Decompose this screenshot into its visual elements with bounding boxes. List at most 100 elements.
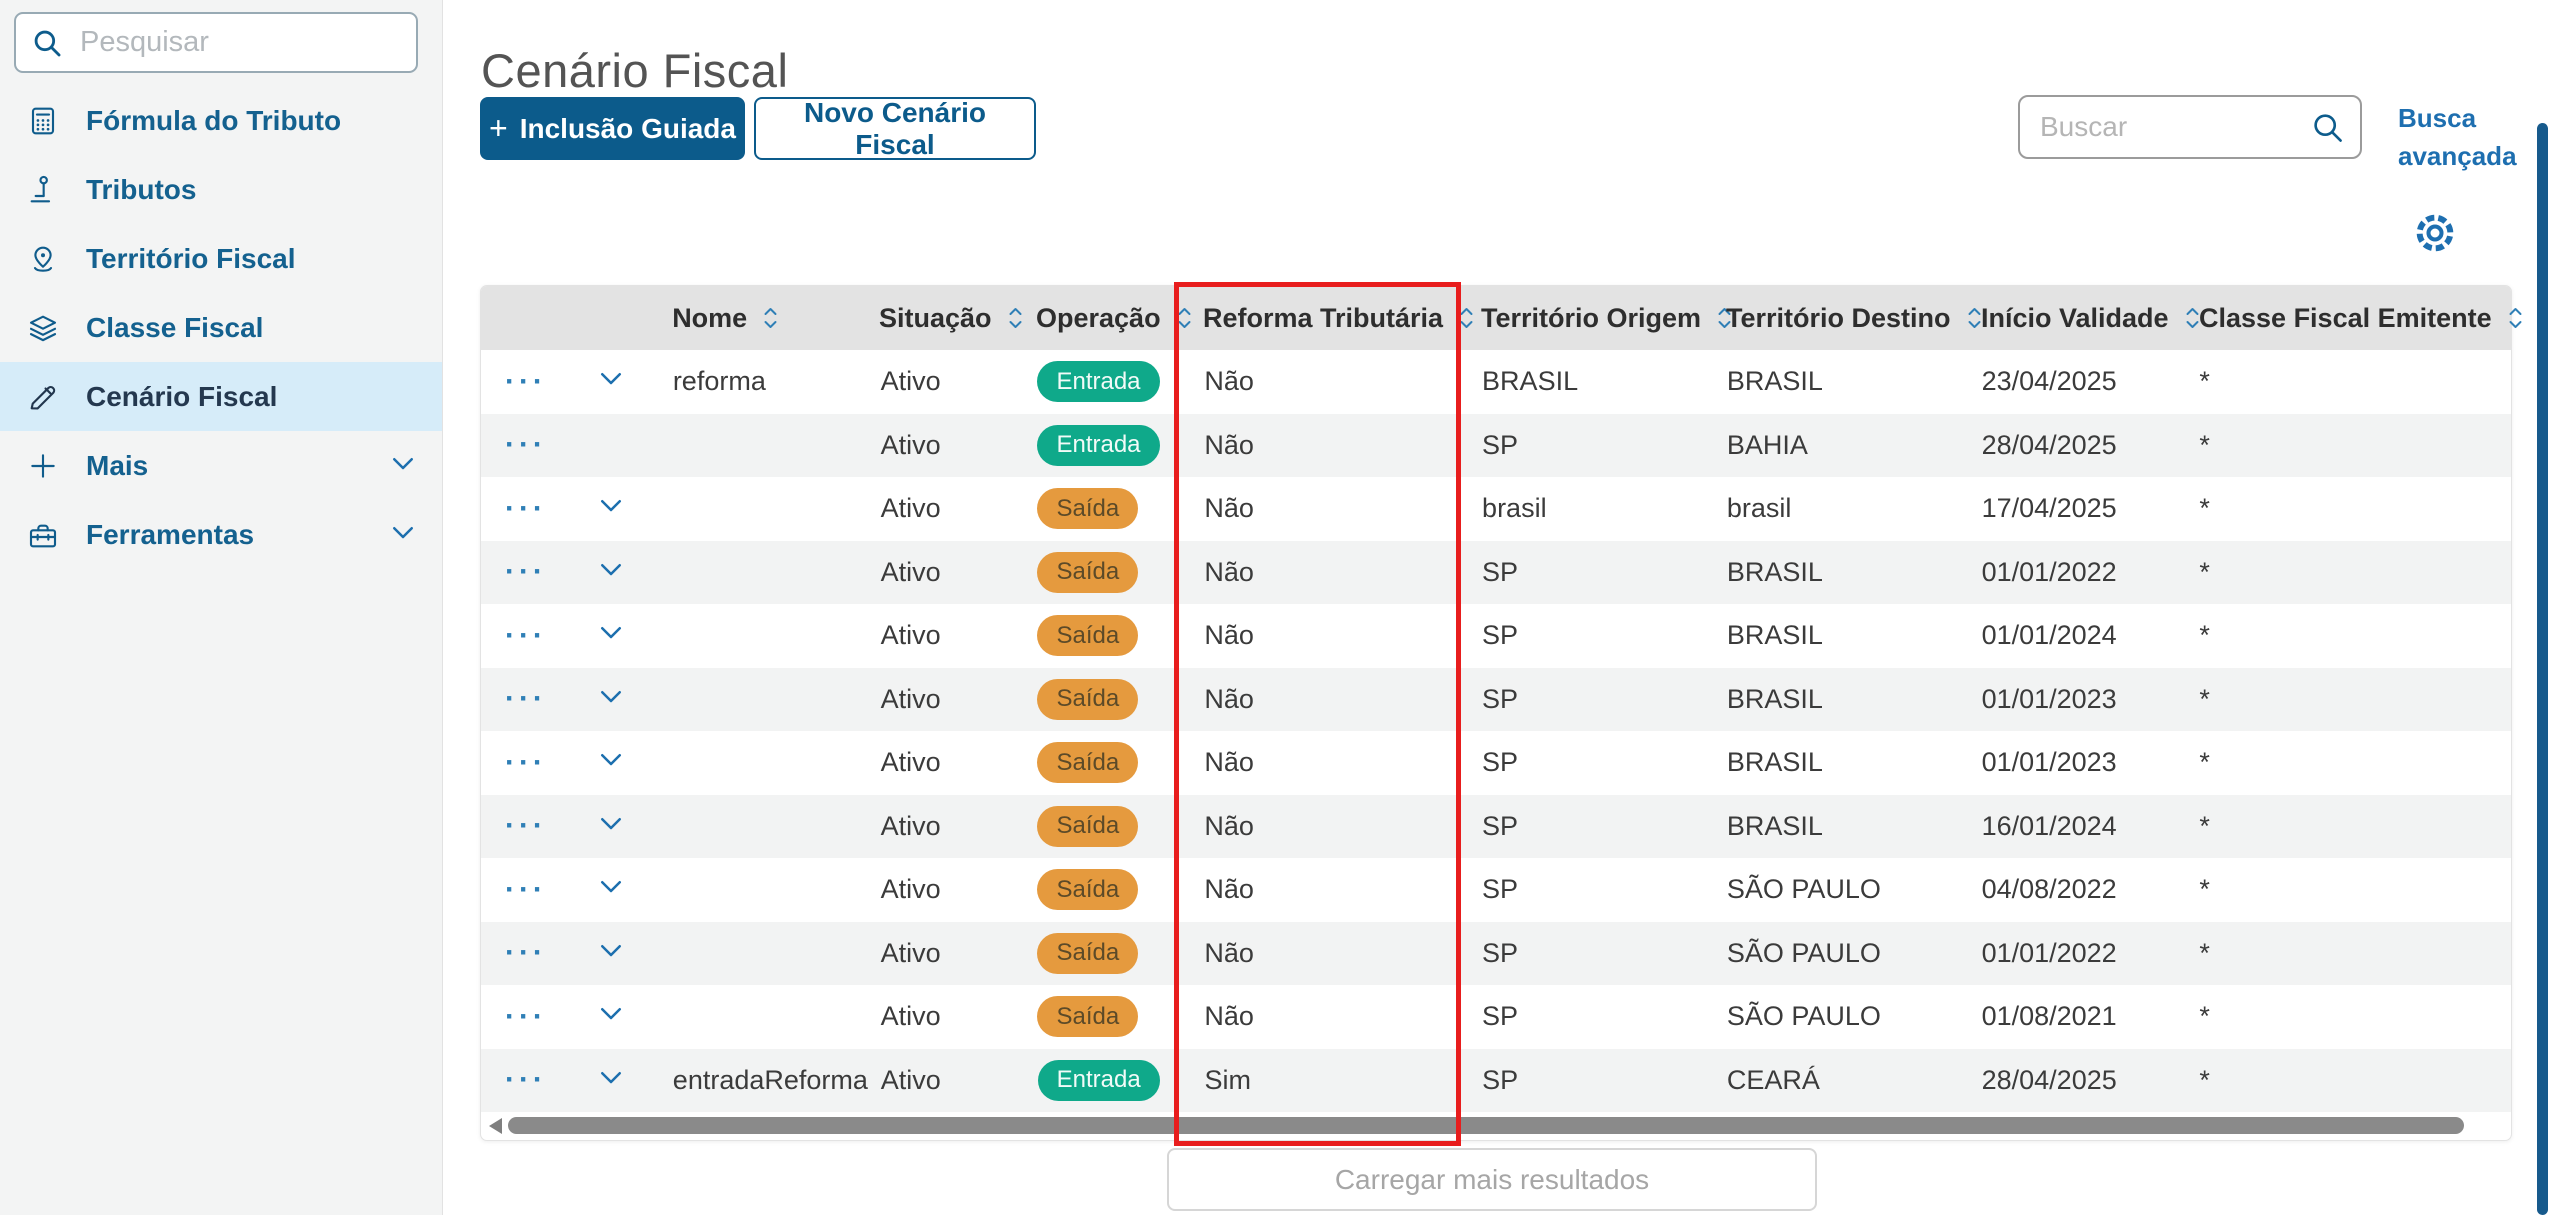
column-header-situacao[interactable]: Situação bbox=[857, 303, 1022, 334]
cell-operacao: Saída bbox=[1015, 742, 1174, 784]
cell-inicio-validade: 16/01/2024 bbox=[1981, 810, 2117, 841]
row-expand-button[interactable] bbox=[571, 617, 651, 654]
sort-icon[interactable] bbox=[1965, 304, 1984, 332]
sidebar-item-ferramentas[interactable]: Ferramentas bbox=[0, 500, 442, 569]
cell-territorio-destino: brasil bbox=[1726, 493, 1792, 524]
cell-operacao: Saída bbox=[1015, 488, 1174, 530]
table-row: ··· Ativo Saída Não SP SÃO PAULO 01/08/2021 * bbox=[481, 985, 2511, 1049]
row-expand-button[interactable] bbox=[571, 490, 651, 527]
sidebar-item-label: Ferramentas bbox=[86, 518, 255, 550]
sidebar-item-formula-do-tributo[interactable]: Fórmula do Tributo bbox=[0, 86, 442, 155]
busca-avancada-link[interactable]: Busca avançada bbox=[2398, 103, 2517, 171]
row-expand-button[interactable] bbox=[571, 554, 651, 591]
sort-icon[interactable] bbox=[2506, 304, 2525, 332]
column-header-inicio[interactable]: Início Validade bbox=[1959, 303, 2199, 334]
cell-situacao: Ativo bbox=[880, 874, 941, 905]
sidebar-item-mais[interactable]: Mais bbox=[0, 431, 442, 500]
table-row: ··· Ativo Saída Não SP BRASIL 16/01/2024 * bbox=[481, 794, 2511, 858]
sort-icon[interactable] bbox=[1006, 304, 1025, 332]
operacao-badge: Saída bbox=[1037, 996, 1139, 1038]
sidebar-search-box[interactable] bbox=[14, 12, 459, 73]
cell-reforma-tributaria: Não bbox=[1204, 874, 1254, 905]
cell-classe-fiscal-emitente: * bbox=[2199, 683, 2210, 714]
layers-icon bbox=[26, 311, 60, 345]
chevron-down-icon[interactable] bbox=[596, 1062, 626, 1099]
chevron-down-icon[interactable] bbox=[596, 490, 626, 527]
gear-icon[interactable] bbox=[2412, 210, 2458, 256]
cell-territorio-origem: SP bbox=[1482, 556, 1519, 587]
cell-reforma-tributaria: Não bbox=[1204, 366, 1254, 397]
sidebar-item-territorio-fiscal[interactable]: Território Fiscal bbox=[0, 224, 442, 293]
cell-classe-fiscal-emitente: * bbox=[2199, 810, 2210, 841]
chevron-down-icon[interactable] bbox=[596, 554, 626, 591]
cell-reforma-tributaria: Não bbox=[1204, 556, 1254, 587]
horizontal-scrollbar[interactable] bbox=[481, 1110, 2511, 1140]
table-row: ··· Ativo Saída Não SP SÃO PAULO 01/01/2022 * bbox=[481, 921, 2511, 985]
plus-icon bbox=[26, 449, 60, 483]
cell-situacao: Ativo bbox=[880, 366, 941, 397]
chevron-down-icon[interactable] bbox=[596, 617, 626, 654]
search-icon bbox=[34, 30, 61, 56]
cell-inicio-validade: 28/04/2025 bbox=[1981, 429, 2117, 460]
chevron-down-icon[interactable] bbox=[596, 744, 626, 781]
sidebar-item-classe-fiscal[interactable]: Classe Fiscal bbox=[0, 293, 442, 362]
cell-territorio-destino: BRASIL bbox=[1726, 620, 1823, 651]
sidebar-item-label: Classe Fiscal bbox=[86, 311, 264, 343]
sort-icon[interactable] bbox=[1175, 304, 1194, 332]
sidebar-item-cenario-fiscal[interactable]: Cenário Fiscal bbox=[0, 362, 442, 431]
sort-icon[interactable] bbox=[1715, 304, 1734, 332]
horizontal-scrollbar-thumb[interactable] bbox=[508, 1117, 2464, 1134]
cell-inicio-validade: 28/04/2025 bbox=[1981, 1064, 2117, 1095]
row-expand-button[interactable] bbox=[571, 1062, 651, 1099]
row-expand-button[interactable] bbox=[571, 935, 651, 972]
cell-situacao: Ativo bbox=[880, 937, 941, 968]
vertical-scrollbar[interactable] bbox=[2537, 123, 2548, 1215]
row-expand-button[interactable] bbox=[571, 998, 651, 1035]
row-expand-button[interactable] bbox=[571, 871, 651, 908]
column-header-nome[interactable]: Nome bbox=[650, 303, 857, 334]
sidebar-item-label: Mais bbox=[86, 449, 149, 481]
sidebar-search-input[interactable] bbox=[78, 25, 459, 60]
cell-situacao: Ativo bbox=[880, 1064, 941, 1095]
chevron-down-icon[interactable] bbox=[596, 681, 626, 718]
column-header-destino[interactable]: Território Destino bbox=[1704, 303, 1981, 334]
load-more-button[interactable]: Carregar mais resultados bbox=[1167, 1148, 1817, 1211]
toolbox-icon bbox=[26, 518, 60, 552]
column-label: Nome bbox=[672, 302, 748, 333]
operacao-badge: Saída bbox=[1037, 869, 1139, 911]
chevron-down-icon[interactable] bbox=[596, 871, 626, 908]
cell-operacao: Saída bbox=[1015, 551, 1174, 593]
column-header-origem[interactable]: Território Origem bbox=[1459, 303, 1731, 334]
cell-classe-fiscal-emitente: * bbox=[2199, 620, 2210, 651]
column-header-classe[interactable]: Classe Fiscal Emitente bbox=[2177, 303, 2522, 334]
table-row: ··· Ativo Saída Não SP BRASIL 01/01/2022 * bbox=[481, 540, 2511, 604]
cell-territorio-origem: SP bbox=[1482, 429, 1519, 460]
sort-icon[interactable] bbox=[761, 304, 780, 332]
table-row: ··· Ativo Saída Não SP BRASIL 01/01/2024 * bbox=[481, 604, 2511, 668]
map-pin-icon bbox=[26, 242, 60, 276]
operacao-badge: Saída bbox=[1037, 488, 1139, 530]
row-expand-button[interactable] bbox=[571, 681, 651, 718]
inclusao-guiada-button[interactable]: + Inclusão Guiada bbox=[480, 97, 745, 160]
chevron-down-icon[interactable] bbox=[596, 935, 626, 972]
novo-cenario-fiscal-button[interactable]: Novo Cenário Fiscal bbox=[754, 97, 1036, 160]
cell-reforma-tributaria: Não bbox=[1204, 493, 1254, 524]
row-expand-button[interactable] bbox=[571, 363, 651, 400]
sort-icon[interactable] bbox=[1457, 304, 1476, 332]
table-search-box[interactable] bbox=[2018, 95, 2362, 159]
table-search-input[interactable] bbox=[2038, 110, 2309, 144]
cell-territorio-destino: BRASIL bbox=[1726, 366, 1823, 397]
sidebar-item-tributos[interactable]: Tributos bbox=[0, 155, 442, 224]
chevron-down-icon[interactable] bbox=[596, 808, 626, 845]
row-expand-button[interactable] bbox=[571, 808, 651, 845]
column-header-reforma[interactable]: Reforma Tributária bbox=[1173, 303, 1473, 334]
scroll-left-arrow-icon[interactable] bbox=[489, 1118, 502, 1134]
chevron-down-icon[interactable] bbox=[596, 998, 626, 1035]
cell-reforma-tributaria: Não bbox=[1204, 937, 1254, 968]
cell-situacao: Ativo bbox=[880, 556, 941, 587]
sort-icon[interactable] bbox=[2183, 304, 2202, 332]
row-expand-button[interactable] bbox=[571, 744, 651, 781]
column-header-operacao[interactable]: Operação bbox=[1014, 303, 1191, 334]
chevron-down-icon[interactable] bbox=[596, 363, 626, 400]
